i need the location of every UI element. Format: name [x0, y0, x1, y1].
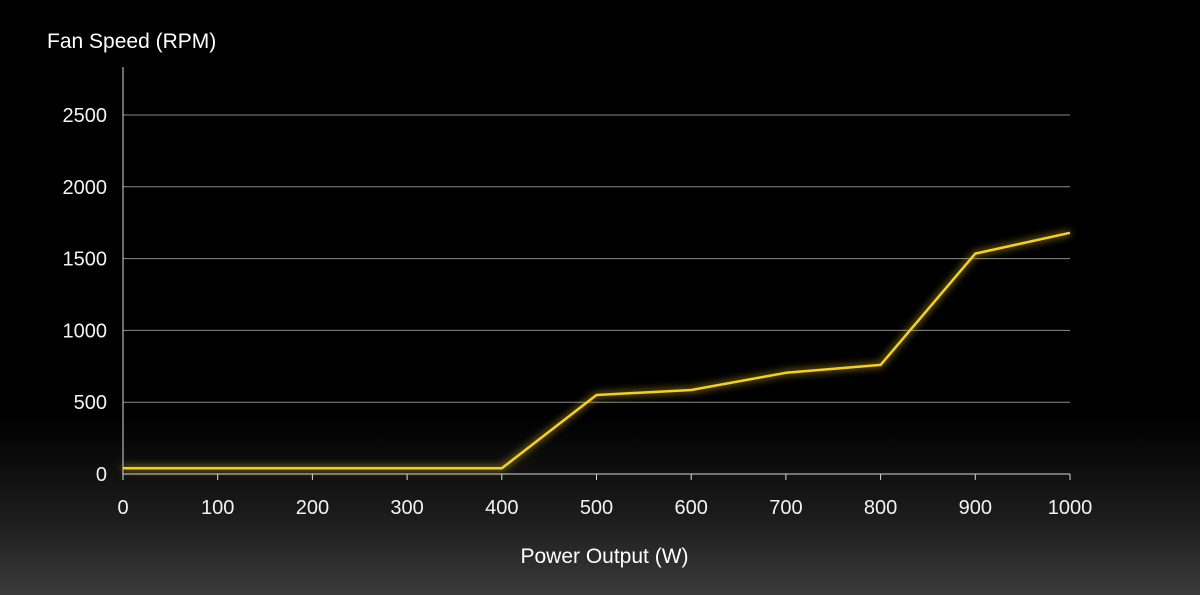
x-tick-label: 600	[675, 497, 708, 519]
y-tick-label: 0	[96, 464, 107, 486]
y-axis-title: Fan Speed (RPM)	[47, 30, 216, 53]
x-tick-label: 400	[485, 497, 518, 519]
x-tick-label: 100	[201, 497, 234, 519]
x-tick-label: 1000	[1048, 497, 1093, 519]
x-tick-label: 700	[769, 497, 802, 519]
y-tick-label: 1500	[63, 249, 108, 271]
x-tick-label: 800	[864, 497, 897, 519]
x-tick-label: 900	[959, 497, 992, 519]
series-layer	[123, 231, 1071, 470]
y-tick-label: 2500	[63, 105, 108, 127]
x-tick-label: 300	[390, 497, 423, 519]
x-axis-title: Power Output (W)	[520, 545, 688, 568]
tick-layer: 0 500 1000 1500 2000 2500 0 100 200 300 400 500 600 7…	[63, 105, 1093, 519]
y-tick-label: 500	[74, 392, 107, 414]
y-tick-label: 1000	[63, 320, 108, 342]
x-tick-label: 500	[580, 497, 613, 519]
y-tick-label: 2000	[63, 177, 108, 199]
grid-layer	[123, 114, 1070, 403]
axis-layer	[122, 67, 1070, 475]
x-tick-label: 0	[117, 497, 128, 519]
x-tick-label: 200	[296, 497, 329, 519]
series-line-0	[123, 231, 1071, 470]
